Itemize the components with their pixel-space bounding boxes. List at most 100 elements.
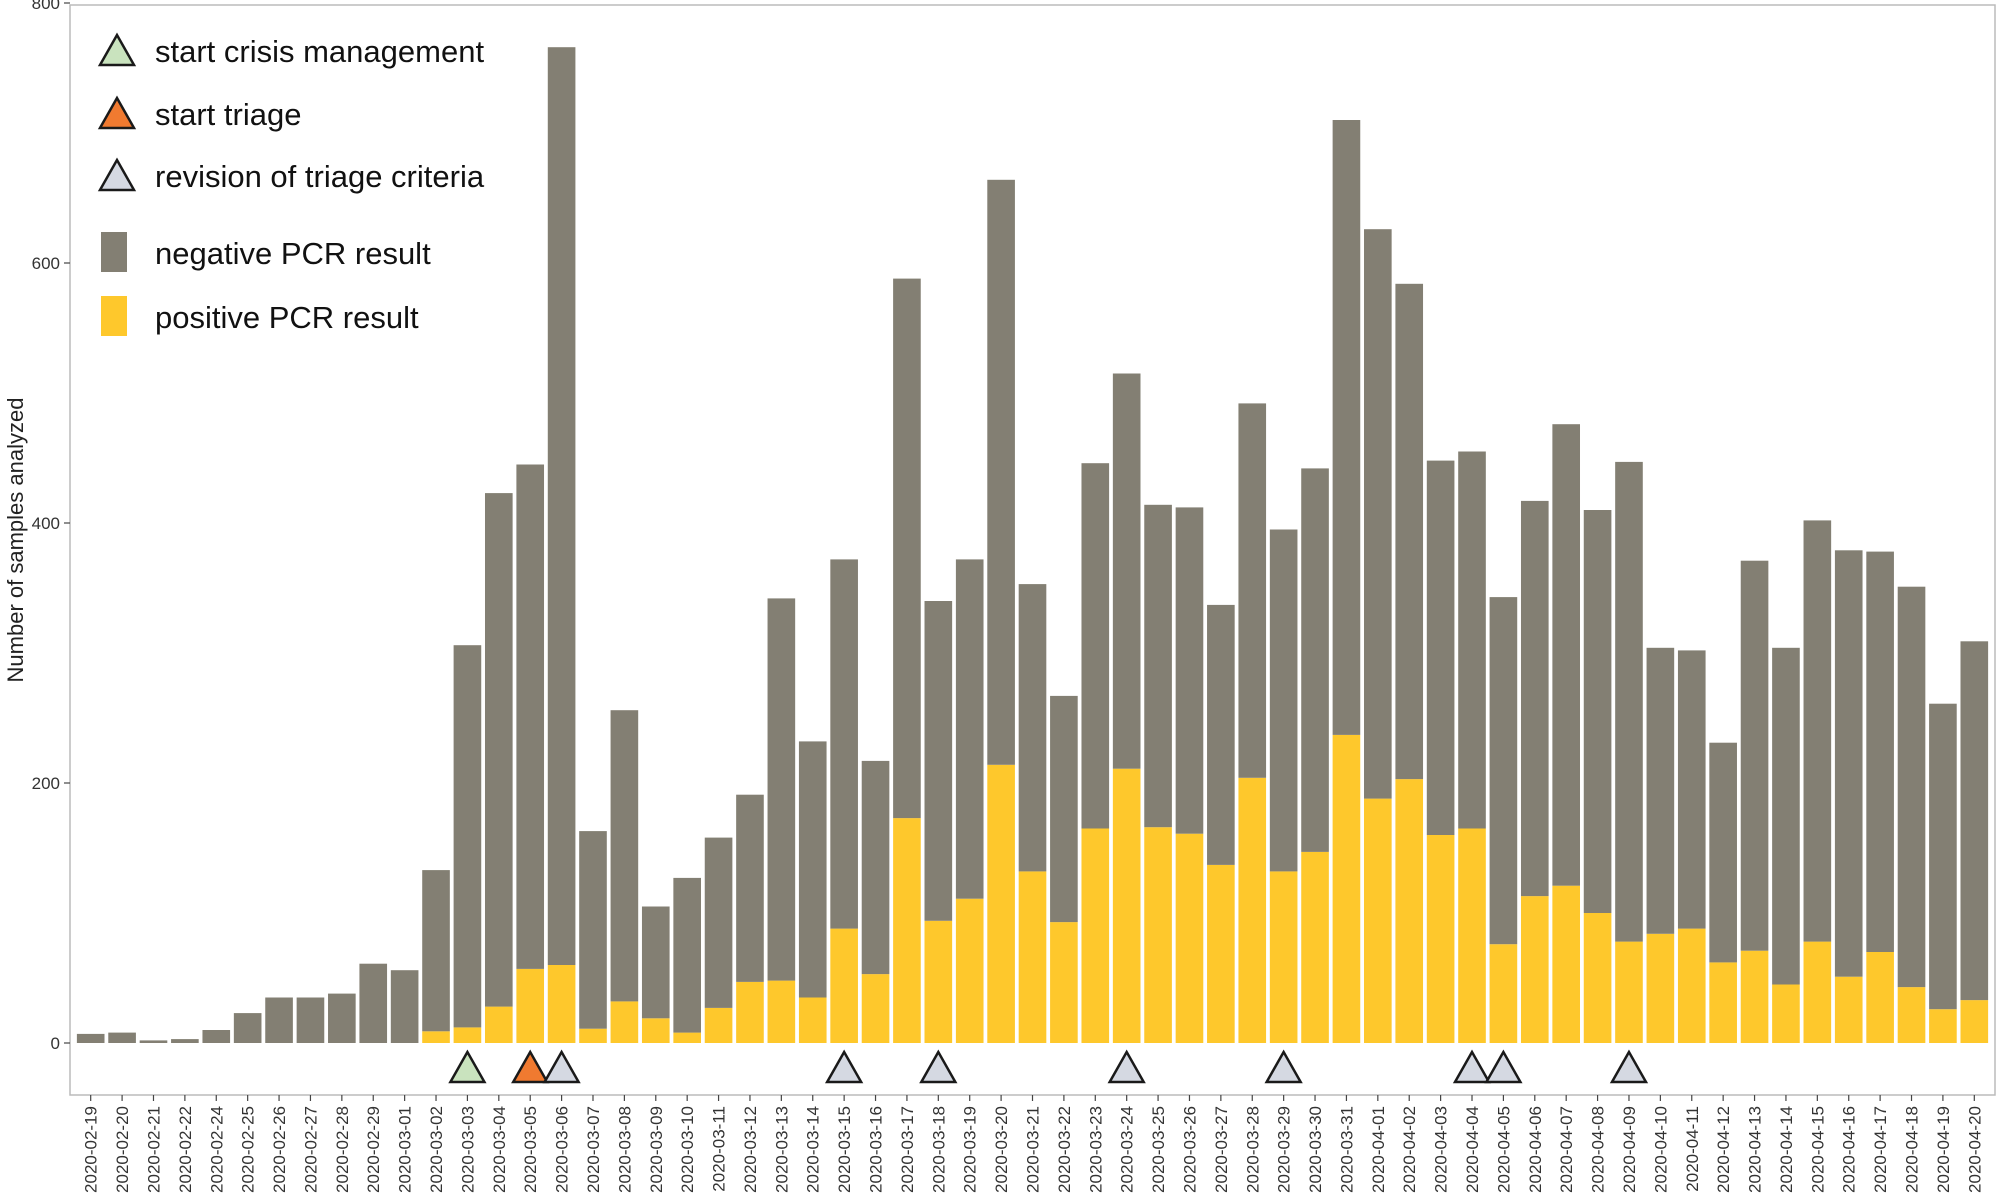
bar-positive-2020-03-31: [1332, 734, 1361, 1043]
x-tick-label-2020-03-30: 2020-03-30: [1306, 1106, 1325, 1193]
x-tick-label-2020-04-20: 2020-04-20: [1965, 1106, 1984, 1193]
bar-positive-2020-03-05: [516, 968, 545, 1043]
x-tick-label-2020-03-21: 2020-03-21: [1024, 1106, 1043, 1193]
marker-triangle-2020-03-03: [448, 1049, 487, 1084]
legend-triangle-icon-0: [97, 32, 137, 67]
bar-positive-2020-03-10: [673, 1032, 701, 1043]
bar-negative-2020-04-12: [1709, 742, 1737, 963]
bar-positive-2020-03-30: [1301, 851, 1329, 1043]
x-tick-label-2020-03-24: 2020-03-24: [1118, 1106, 1137, 1193]
x-tick-label-2020-04-01: 2020-04-01: [1369, 1106, 1388, 1193]
bar-negative-2020-03-29: [1269, 529, 1298, 872]
bar-negative-2020-02-19: [76, 1033, 105, 1043]
bar-negative-2020-04-14: [1772, 647, 1800, 985]
x-tick-label-2020-02-25: 2020-02-25: [239, 1106, 258, 1193]
bar-negative-2020-03-30: [1301, 468, 1329, 852]
x-tick-label-2020-03-15: 2020-03-15: [835, 1106, 854, 1193]
marker-triangle-2020-03-24: [1107, 1049, 1146, 1084]
marker-triangle-2020-03-15: [824, 1049, 864, 1084]
bar-negative-2020-03-16: [861, 760, 890, 975]
x-tick-label-2020-03-26: 2020-03-26: [1180, 1106, 1199, 1193]
x-tick-label-2020-02-29: 2020-02-29: [364, 1106, 383, 1193]
bar-negative-2020-03-14: [798, 741, 827, 998]
bar-positive-2020-04-16: [1834, 976, 1863, 1043]
x-tick-label-2020-04-14: 2020-04-14: [1777, 1106, 1796, 1193]
legend-triangle-icon-2: [97, 157, 137, 192]
bar-positive-2020-03-04: [484, 1006, 513, 1043]
legend-swatch-icon-4: [101, 296, 127, 336]
x-tick-label-2020-02-27: 2020-02-27: [301, 1106, 320, 1193]
bar-negative-2020-03-23: [1081, 463, 1110, 829]
x-axis: 2020-02-19 2020-02-20 2020-02-21 2020-02-22…: [82, 1095, 1984, 1193]
x-tick-label-2020-02-26: 2020-02-26: [270, 1106, 289, 1193]
legend-label-1: start triage: [155, 97, 301, 132]
bar-positive-2020-03-17: [893, 818, 921, 1043]
bar-negative-2020-03-18: [924, 601, 953, 921]
bar-negative-2020-03-22: [1050, 695, 1078, 923]
x-tick-label-2020-03-02: 2020-03-02: [427, 1106, 446, 1193]
x-tick-label-2020-03-12: 2020-03-12: [741, 1106, 760, 1193]
bar-positive-2020-04-12: [1709, 962, 1737, 1043]
bar-negative-2020-04-05: [1489, 597, 1518, 945]
x-tick-label-2020-03-13: 2020-03-13: [772, 1106, 791, 1193]
bar-negative-2020-03-12: [736, 794, 764, 982]
bar-positive-2020-03-23: [1081, 828, 1110, 1043]
y-tick-label-200: 200: [32, 774, 60, 793]
bar-negative-2020-03-25: [1144, 504, 1172, 828]
bar-positive-2020-04-01: [1364, 798, 1392, 1043]
x-tick-label-2020-04-06: 2020-04-06: [1526, 1106, 1545, 1193]
x-tick-label-2020-04-03: 2020-04-03: [1432, 1106, 1451, 1193]
legend-swatch-icon-3: [101, 232, 127, 272]
y-tick-label-800: 800: [32, 0, 60, 13]
bar-positive-2020-04-10: [1646, 933, 1675, 1043]
bar-positive-2020-03-09: [641, 1018, 670, 1043]
bar-positive-2020-03-12: [736, 981, 764, 1043]
bar-positive-2020-04-20: [1960, 1000, 1989, 1043]
x-tick-label-2020-03-07: 2020-03-07: [584, 1106, 603, 1193]
bar-negative-2020-03-04: [484, 493, 513, 1007]
x-tick-label-2020-03-29: 2020-03-29: [1275, 1106, 1294, 1193]
bar-positive-2020-03-22: [1050, 922, 1078, 1043]
marker-triangle-2020-03-05: [511, 1049, 550, 1084]
bar-positive-2020-03-11: [704, 1007, 733, 1043]
x-tick-label-2020-04-07: 2020-04-07: [1557, 1106, 1576, 1193]
bar-negative-2020-04-17: [1866, 551, 1894, 952]
x-tick-label-2020-04-16: 2020-04-16: [1840, 1106, 1859, 1193]
bar-negative-2020-03-15: [830, 559, 858, 929]
x-tick-label-2020-04-18: 2020-04-18: [1903, 1106, 1922, 1193]
x-tick-label-2020-04-19: 2020-04-19: [1934, 1106, 1953, 1193]
bar-negative-2020-03-03: [453, 645, 482, 1028]
marker-triangle-2020-04-05: [1484, 1049, 1523, 1084]
bar-negative-2020-04-20: [1960, 641, 1989, 1001]
markers-layer: [448, 1049, 1649, 1084]
bar-negative-2020-04-02: [1395, 283, 1424, 780]
marker-triangle-2020-04-04: [1452, 1049, 1492, 1084]
bar-negative-2020-03-28: [1238, 403, 1267, 778]
x-tick-label-2020-03-20: 2020-03-20: [992, 1106, 1011, 1193]
bar-positive-2020-03-21: [1018, 871, 1047, 1043]
bar-negative-2020-03-13: [767, 598, 796, 981]
legend-label-3: negative PCR result: [155, 236, 431, 271]
bar-positive-2020-04-04: [1458, 828, 1486, 1043]
x-tick-label-2020-03-23: 2020-03-23: [1086, 1106, 1105, 1193]
bar-positive-2020-04-02: [1395, 779, 1424, 1043]
bar-positive-2020-04-17: [1866, 952, 1894, 1043]
bar-positive-2020-03-19: [955, 898, 984, 1043]
legend-triangle-icon-1: [97, 95, 137, 130]
bar-negative-2020-04-16: [1834, 550, 1863, 977]
bars-layer: [76, 47, 1989, 1043]
bar-negative-2020-02-22: [171, 1039, 199, 1043]
bar-negative-2020-03-08: [610, 710, 639, 1002]
bar-negative-2020-02-29: [359, 963, 388, 1043]
bar-positive-2020-04-07: [1552, 885, 1581, 1043]
x-tick-label-2020-04-13: 2020-04-13: [1746, 1106, 1765, 1193]
x-tick-label-2020-02-28: 2020-02-28: [333, 1106, 352, 1193]
x-tick-label-2020-04-09: 2020-04-09: [1620, 1106, 1639, 1193]
bar-positive-2020-04-06: [1520, 896, 1549, 1043]
bar-positive-2020-03-28: [1238, 777, 1267, 1043]
bar-positive-2020-03-27: [1207, 864, 1235, 1043]
bar-positive-2020-04-03: [1426, 835, 1455, 1043]
bar-positive-2020-03-26: [1175, 833, 1204, 1043]
x-tick-label-2020-03-03: 2020-03-03: [458, 1106, 477, 1193]
